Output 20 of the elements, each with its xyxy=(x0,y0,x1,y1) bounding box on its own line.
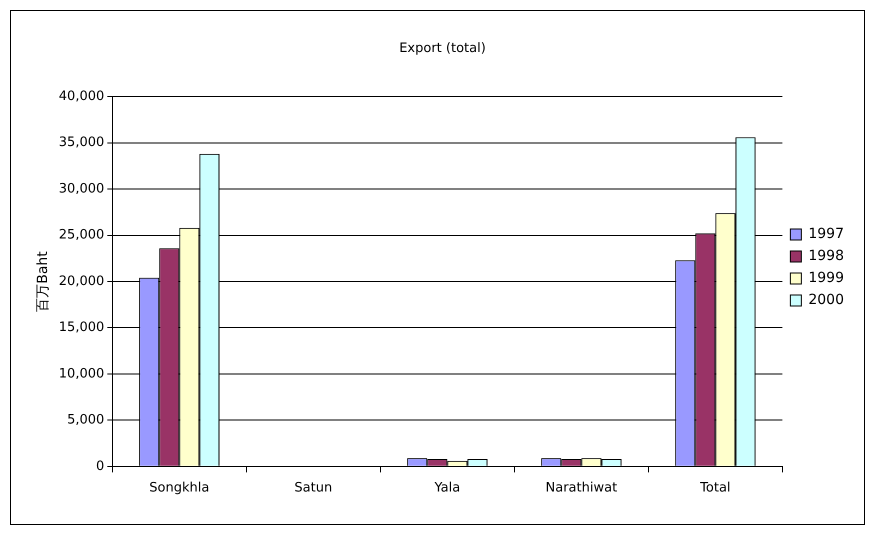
chart-title: Export (total) xyxy=(399,41,486,56)
y-tick-label: 35,000 xyxy=(58,135,104,150)
y-tick-label: 25,000 xyxy=(58,228,104,243)
x-tick-label: Total xyxy=(699,480,731,496)
legend-label: 1998 xyxy=(808,248,844,264)
y-axis-title: 百万Baht xyxy=(35,250,52,312)
y-tick-label: 40,000 xyxy=(58,88,104,104)
x-tick-label: Songkhla xyxy=(149,480,210,496)
y-tick-label: 15,000 xyxy=(58,320,104,336)
x-tick-label: Satun xyxy=(294,480,332,496)
legend-label: 1999 xyxy=(808,270,844,286)
x-tick-label: Narathiwat xyxy=(546,480,618,496)
y-tick-label: 0 xyxy=(96,458,104,474)
legend-label: 2000 xyxy=(808,292,844,308)
y-tick-label: 10,000 xyxy=(58,366,104,382)
y-tick-label: 5,000 xyxy=(67,412,104,428)
y-tick-label: 30,000 xyxy=(58,181,104,196)
y-tick-label: 20,000 xyxy=(58,274,104,289)
legend-label: 1997 xyxy=(808,226,844,242)
x-tick-label: Yala xyxy=(433,480,460,496)
